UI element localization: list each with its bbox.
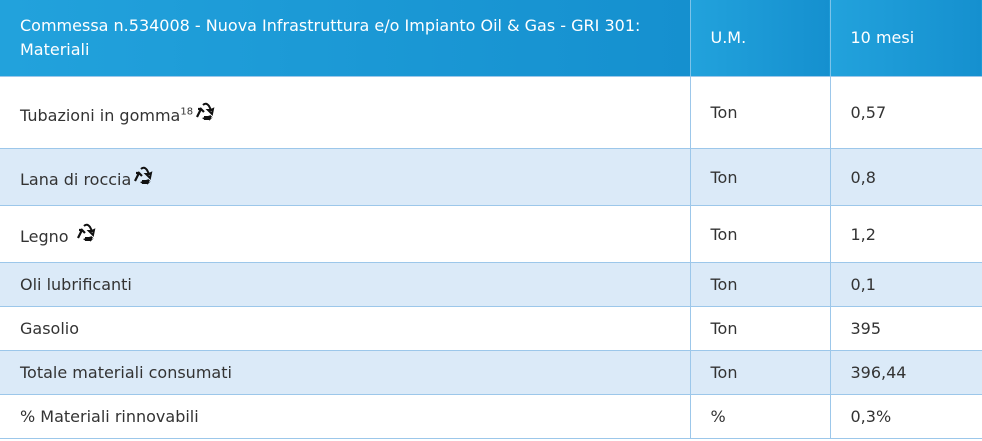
material: Lana di roccia xyxy=(20,170,132,189)
unit: Ton xyxy=(690,76,831,149)
material: Totale materiali consumati xyxy=(0,350,691,395)
row: Gasolio Ton 395 xyxy=(0,306,982,351)
material: Tubazioni in gomma xyxy=(20,105,181,125)
recycle-icon xyxy=(195,102,215,122)
value: 0,57 xyxy=(830,76,982,149)
footnote-ref: 18 xyxy=(180,106,194,118)
material: Legno xyxy=(20,227,69,246)
unit: Ton xyxy=(690,350,831,395)
material-cell: Tubazioni in gomma18 xyxy=(0,76,691,149)
unit: Ton xyxy=(690,205,831,263)
unit: % xyxy=(690,394,831,439)
value: 1,2 xyxy=(830,205,982,263)
material: Oli lubrificanti xyxy=(0,262,691,307)
header-cell: 10 mesi xyxy=(830,0,982,77)
recycle-icon xyxy=(76,223,95,244)
material-cell: Legno xyxy=(0,205,691,263)
unit: Ton xyxy=(690,148,831,206)
unit: Ton xyxy=(690,306,831,351)
value: 0,1 xyxy=(830,262,982,307)
material-cell: Lana di roccia xyxy=(0,148,691,206)
header-cell: U.M. xyxy=(690,0,831,77)
row: Oli lubrificanti Ton 0,1 xyxy=(0,262,982,307)
value: 0,8 xyxy=(830,148,982,206)
recycle-icon xyxy=(134,166,153,187)
row: Lana di roccia Ton 0,8 xyxy=(0,148,982,206)
row: Tubazioni in gomma18 Ton 0,57 xyxy=(0,76,982,149)
row: % Materiali rinnovabili % 0,3% xyxy=(0,394,982,439)
row: Totale materiali consumati Ton 396,44 xyxy=(0,350,982,395)
value: 0,3% xyxy=(830,394,982,439)
unit: Ton xyxy=(690,262,831,307)
header-cell: Commessa n.534008 - Nuova Infrastruttura… xyxy=(0,0,691,77)
header-row: Commessa n.534008 - Nuova Infrastruttura… xyxy=(0,0,982,77)
material: Gasolio xyxy=(0,306,691,351)
material: % Materiali rinnovabili xyxy=(0,394,691,439)
row: Legno Ton 1,2 xyxy=(0,205,982,263)
value: 396,44 xyxy=(830,350,982,395)
value: 395 xyxy=(830,306,982,351)
